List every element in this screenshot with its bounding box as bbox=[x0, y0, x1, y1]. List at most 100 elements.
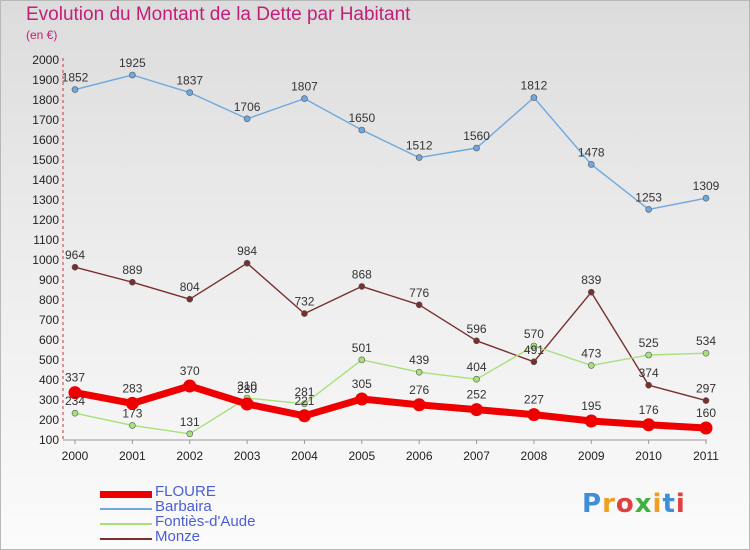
data-label: 176 bbox=[639, 403, 659, 417]
data-point bbox=[301, 310, 308, 317]
series-line bbox=[74, 262, 707, 402]
x-tick-label: 2007 bbox=[463, 449, 490, 463]
y-tick-label: 500 bbox=[39, 353, 59, 367]
data-label: 276 bbox=[409, 383, 429, 397]
y-tick-label: 1700 bbox=[32, 113, 59, 127]
data-label: 839 bbox=[581, 273, 601, 287]
data-point bbox=[68, 386, 82, 400]
data-label: 297 bbox=[696, 382, 716, 396]
logo-letter: i bbox=[675, 489, 686, 519]
logo-letter: x bbox=[634, 489, 653, 519]
data-label: 221 bbox=[294, 394, 314, 408]
data-label: 195 bbox=[581, 399, 601, 413]
data-label: 280 bbox=[237, 382, 257, 396]
data-label: 596 bbox=[467, 322, 487, 336]
data-point bbox=[415, 368, 423, 376]
data-point bbox=[587, 161, 595, 168]
legend-label: Fontiès-d'Aude bbox=[155, 513, 256, 530]
y-tick-label: 100 bbox=[39, 433, 59, 447]
data-point bbox=[415, 154, 423, 161]
data-label: 1253 bbox=[635, 190, 662, 204]
legend-swatch bbox=[100, 490, 152, 498]
y-tick-label: 1000 bbox=[32, 253, 59, 267]
data-point bbox=[243, 115, 251, 123]
data-label: 1925 bbox=[119, 56, 146, 70]
data-label: 732 bbox=[294, 295, 314, 309]
data-label: 370 bbox=[180, 364, 200, 378]
data-point bbox=[699, 421, 713, 435]
data-label: 283 bbox=[122, 381, 142, 395]
data-point bbox=[473, 337, 480, 345]
data-label: 173 bbox=[122, 406, 142, 420]
data-point bbox=[71, 263, 79, 271]
data-point bbox=[125, 396, 139, 410]
x-tick-label: 2002 bbox=[176, 449, 203, 463]
logo-letter: r bbox=[602, 489, 616, 519]
data-point bbox=[358, 283, 366, 290]
y-tick-label: 1300 bbox=[32, 193, 59, 207]
data-point bbox=[642, 418, 656, 432]
data-point bbox=[527, 408, 541, 422]
logo-letter: t bbox=[662, 489, 676, 519]
data-label: 310 bbox=[237, 379, 257, 393]
data-label: 1852 bbox=[62, 71, 89, 85]
y-tick-label: 1500 bbox=[32, 153, 59, 167]
data-point bbox=[358, 356, 366, 364]
legend-label: Monze bbox=[155, 528, 201, 545]
data-label: 473 bbox=[581, 346, 601, 360]
x-tick-label: 2001 bbox=[119, 449, 146, 463]
series-line bbox=[71, 382, 710, 432]
data-point bbox=[587, 288, 595, 296]
data-label: 889 bbox=[122, 263, 142, 277]
data-label: 1812 bbox=[521, 79, 548, 93]
data-point bbox=[186, 89, 194, 96]
legend-label: FLOURE bbox=[155, 483, 216, 500]
series-line bbox=[74, 74, 707, 211]
data-label: 984 bbox=[237, 244, 257, 258]
axes: 1002003004005006007008009001000110012001… bbox=[32, 53, 719, 463]
data-point bbox=[183, 379, 197, 393]
y-tick-label: 700 bbox=[39, 313, 59, 327]
data-point bbox=[645, 206, 652, 213]
legend-label: Barbaira bbox=[155, 498, 212, 515]
data-point bbox=[530, 342, 538, 350]
data-label: 1807 bbox=[291, 80, 318, 94]
data-point bbox=[530, 94, 538, 101]
data-label: 234 bbox=[65, 394, 85, 408]
y-tick-label: 600 bbox=[39, 333, 59, 347]
y-tick-label: 1200 bbox=[32, 213, 59, 227]
data-point bbox=[240, 397, 254, 411]
data-point bbox=[702, 349, 710, 357]
data-label: 868 bbox=[352, 267, 372, 281]
x-tick-label: 2006 bbox=[406, 449, 433, 463]
x-tick-label: 2005 bbox=[348, 449, 375, 463]
proxiti-logo: Proxiti bbox=[582, 489, 686, 519]
data-point bbox=[71, 409, 79, 417]
data-label: 281 bbox=[294, 385, 314, 399]
y-tick-label: 1900 bbox=[32, 73, 59, 87]
legend-swatch bbox=[100, 508, 152, 510]
data-label: 534 bbox=[696, 334, 716, 348]
data-point bbox=[702, 194, 710, 202]
data-point bbox=[530, 358, 538, 366]
data-point bbox=[584, 414, 598, 428]
data-point bbox=[587, 362, 595, 369]
y-tick-label: 1800 bbox=[32, 93, 59, 107]
data-label: 1706 bbox=[234, 100, 261, 114]
legend-swatch bbox=[100, 538, 152, 540]
y-tick-label: 1600 bbox=[32, 133, 59, 147]
x-tick-label: 2009 bbox=[578, 449, 605, 463]
data-point bbox=[412, 398, 426, 412]
data-point bbox=[129, 422, 136, 429]
data-label: 439 bbox=[409, 353, 429, 367]
data-label: 131 bbox=[180, 415, 200, 429]
data-point bbox=[470, 403, 484, 417]
data-label: 1309 bbox=[693, 179, 720, 193]
logo-letter: P bbox=[582, 489, 603, 519]
data-label: 501 bbox=[352, 341, 372, 355]
x-tick-label: 2004 bbox=[291, 449, 318, 463]
data-point bbox=[415, 301, 423, 309]
logo-letter: o bbox=[615, 489, 635, 519]
